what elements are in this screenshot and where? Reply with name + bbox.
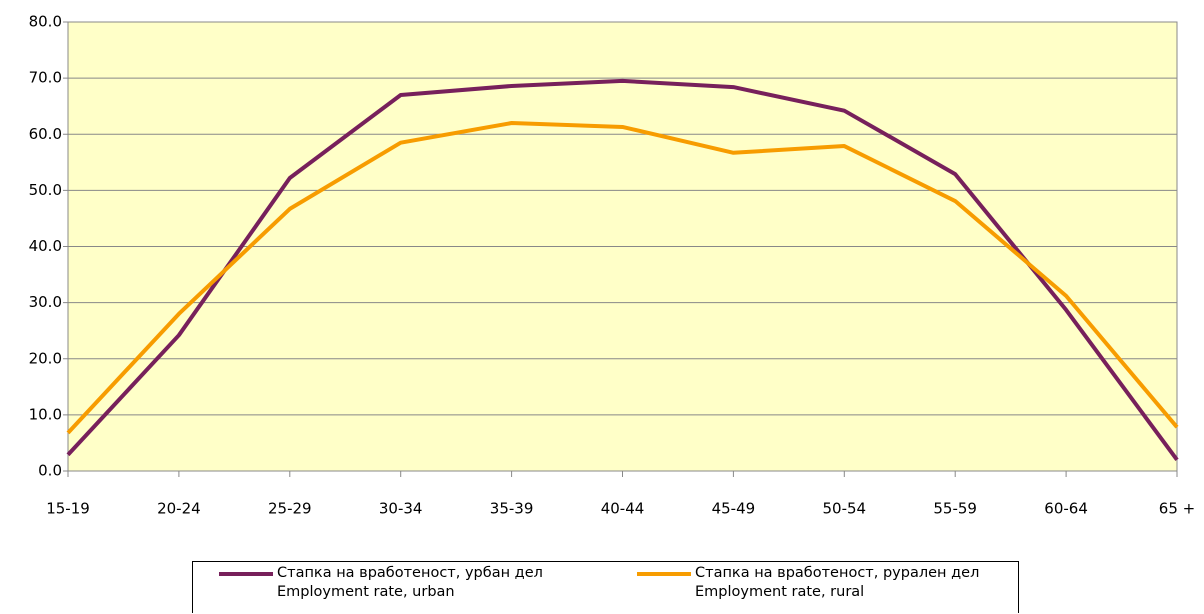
x-tick-label: 60-64 — [1044, 500, 1088, 518]
series-line — [66, 78, 1179, 461]
x-tick-label: 65 + — [1159, 500, 1195, 518]
x-tick-label: 55-59 — [933, 500, 977, 518]
y-tick-label: 60.0 — [29, 125, 62, 143]
x-tick-label: 35-39 — [490, 500, 534, 518]
chart: 0.0 10.0 20.0 30.0 40.0 50.0 60.0 70.0 80.0 15-19… — [29, 13, 1196, 518]
legend-entry: Стапка на вработеност, урбан дел Employm… — [219, 564, 543, 602]
y-tick-label: 30.0 — [29, 293, 62, 311]
x-tick-label: 20-24 — [157, 500, 201, 518]
legend-swatch — [219, 572, 273, 576]
legend-label: Стапка на вработеност, урбан дел Employm… — [277, 565, 543, 600]
legend-entry: Стапка на вработеност, рурален дел Emplo… — [637, 564, 979, 602]
y-tick-label: 70.0 — [29, 69, 62, 87]
x-tick-label: 50-54 — [823, 500, 867, 518]
x-tick-label: 15-19 — [46, 500, 90, 518]
x-tick-label: 30-34 — [379, 500, 423, 518]
y-tick-label: 80.0 — [29, 13, 62, 31]
legend: Стапка на вработеност, урбан дел Employm… — [192, 561, 1019, 613]
y-tick-label: 40.0 — [29, 237, 62, 255]
legend-label: Стапка на вработеност, рурален дел Emplo… — [695, 565, 980, 600]
y-tick-label: 50.0 — [29, 181, 62, 199]
x-tick-label: 45-49 — [712, 500, 756, 518]
x-tick-label: 40-44 — [601, 500, 645, 518]
y-tick-label: 0.0 — [38, 462, 62, 480]
series-line — [66, 121, 1179, 435]
x-tick-label: 25-29 — [268, 500, 312, 518]
legend-swatch — [637, 572, 691, 576]
y-tick-label: 10.0 — [29, 405, 62, 423]
y-tick-label: 20.0 — [29, 349, 62, 367]
